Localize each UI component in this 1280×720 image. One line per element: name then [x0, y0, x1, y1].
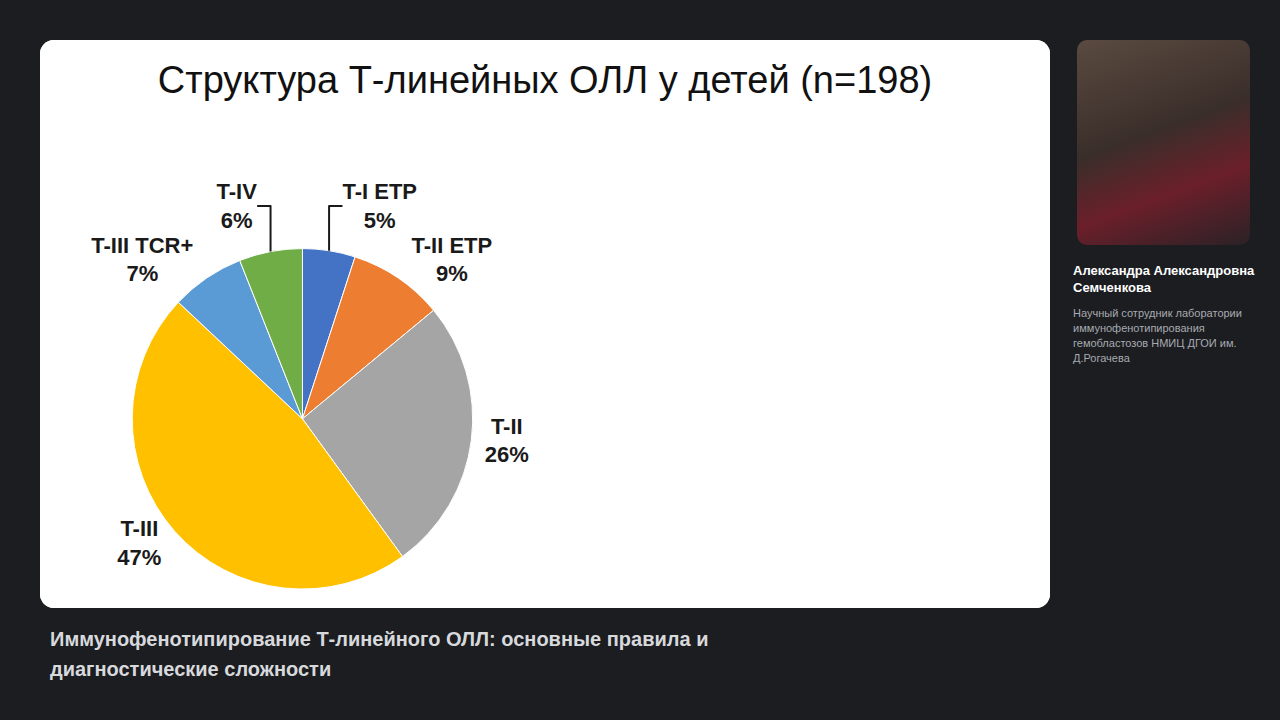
html-text:Александра Александровна Семче: Александра Александровна Семченкова: [1073, 263, 1255, 295]
html-text:Научный сотрудник лаборатории: Научный сотрудник лаборатории иммунофено…: [1073, 307, 1242, 364]
svg-text:T-IV6%: T-IV6%: [216, 179, 257, 233]
svg-text:T-III TCR+7%: T-III TCR+7%: [91, 233, 193, 287]
svg-text:T-I ETP5%: T-I ETP5%: [342, 179, 417, 233]
svg-text:T-II ETP9%: T-II ETP9%: [412, 233, 493, 287]
html-text:Иммунофенотипирование Т-линейн: Иммунофенотипирование Т-линейного ОЛЛ: о…: [50, 628, 709, 680]
svg-text:T-III47%: T-III47%: [117, 516, 161, 570]
svg-text:Структура Т-линейных ОЛЛ у дет: Структура Т-линейных ОЛЛ у детей (n=198): [158, 59, 932, 101]
svg-text:T-II26%: T-II26%: [485, 414, 529, 468]
